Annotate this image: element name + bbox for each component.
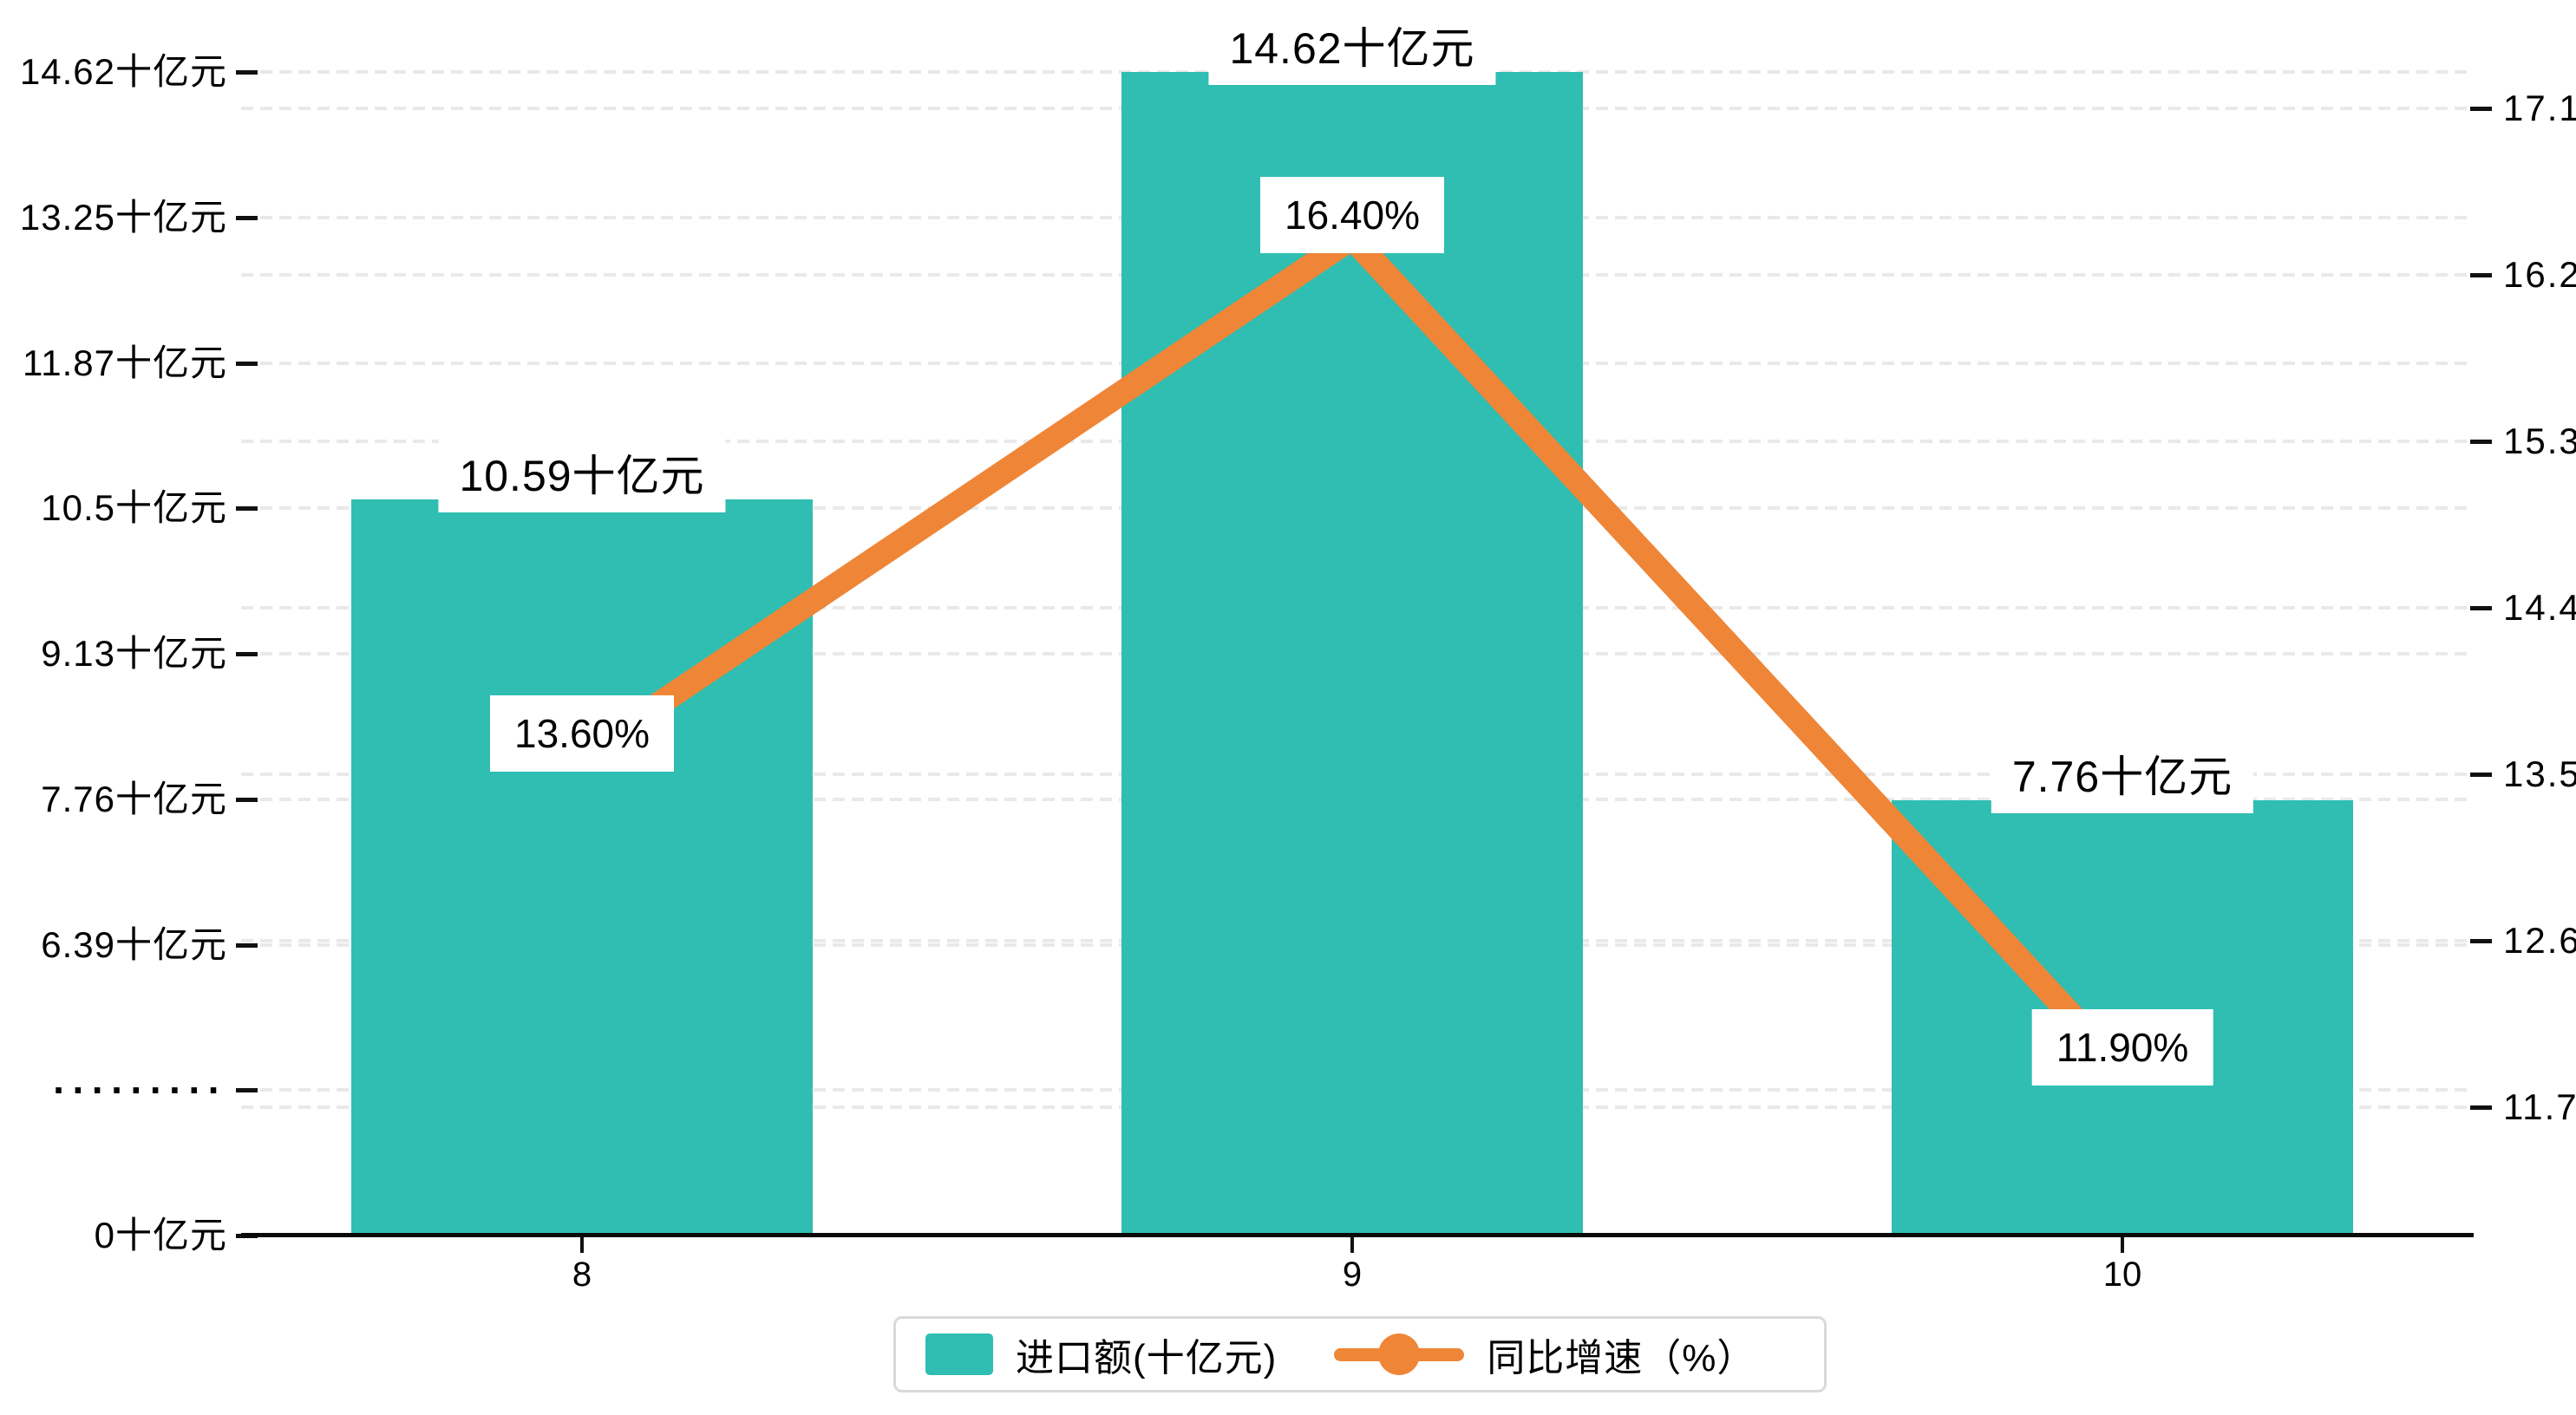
x-axis-line (241, 1233, 2474, 1237)
bar-value-label: 14.62十亿元 (1208, 5, 1496, 85)
left-axis-tick-label: 13.25十亿元 (19, 196, 227, 238)
x-axis-category-label: 10 (2102, 1255, 2142, 1294)
line-dot-icon (1334, 1333, 1465, 1375)
left-axis-tick (236, 506, 258, 512)
x-axis-category-label: 8 (572, 1255, 592, 1294)
left-axis-tick-label: 10.5十亿元 (41, 487, 227, 529)
left-axis-tick (236, 942, 258, 948)
left-axis-tick (236, 215, 258, 220)
x-axis-tick (2121, 1237, 2124, 1253)
left-axis-tick (236, 1088, 258, 1093)
right-axis-tick-label: 11.7 (2503, 1086, 2576, 1127)
x-axis-tick (580, 1237, 584, 1253)
right-axis-tick (2470, 606, 2492, 610)
left-axis-tick (236, 652, 258, 656)
right-axis-tick-label: 14.4 (2503, 587, 2576, 628)
left-axis-tick-label: 14.62十亿元 (19, 51, 227, 92)
left-axis-tick-label: ········· (53, 1067, 227, 1113)
right-axis-tick (2470, 773, 2492, 777)
bar-value-label: 10.59十亿元 (438, 433, 726, 513)
left-axis-tick-label: 7.76十亿元 (41, 778, 227, 819)
legend-label: 同比增速（%） (1487, 1337, 1756, 1379)
bar-month-8[interactable] (351, 499, 813, 1235)
right-axis-tick (2470, 273, 2492, 277)
bar-month-9[interactable] (1121, 72, 1583, 1235)
x-axis-tick (1350, 1237, 1354, 1253)
line-value-label: 16.40% (1259, 177, 1445, 254)
left-axis-tick (236, 361, 258, 366)
right-axis-tick-label: 13.5 (2503, 753, 2576, 794)
right-axis-tick-label: 15.3 (2503, 421, 2576, 461)
left-axis-tick-label: 11.87十亿元 (23, 342, 227, 383)
right-axis-tick (2470, 1105, 2492, 1110)
left-axis-tick (236, 70, 258, 75)
right-axis-tick-label: 17.1 (2503, 88, 2576, 128)
right-axis-tick-label: 12.6 (2503, 920, 2576, 961)
left-axis-tick-label: 0十亿元 (94, 1215, 227, 1255)
bar-swatch-icon (925, 1333, 993, 1375)
bar-value-label: 7.76十亿元 (1991, 733, 2254, 813)
left-axis-tick (236, 797, 258, 802)
right-axis-tick (2470, 939, 2492, 943)
left-axis-tick-label: 6.39十亿元 (41, 923, 227, 965)
left-axis-tick-label: 9.13十亿元 (41, 633, 227, 674)
right-axis-tick (2470, 440, 2492, 444)
line-value-label: 11.90% (2031, 1009, 2213, 1086)
legend-label: 进口额(十亿元) (1016, 1337, 1278, 1379)
legend-item-import-amount[interactable]: 进口额(十亿元) (925, 1327, 1277, 1382)
legend-item-yoy-growth[interactable]: 同比增速（%） (1334, 1327, 1755, 1382)
line-value-label: 13.60% (489, 694, 675, 772)
x-axis-category-label: 9 (1342, 1255, 1363, 1294)
legend: 进口额(十亿元) 同比增速（%） (893, 1316, 1827, 1392)
right-axis-tick-label: 16.2 (2503, 254, 2576, 295)
right-axis-tick (2470, 107, 2492, 111)
